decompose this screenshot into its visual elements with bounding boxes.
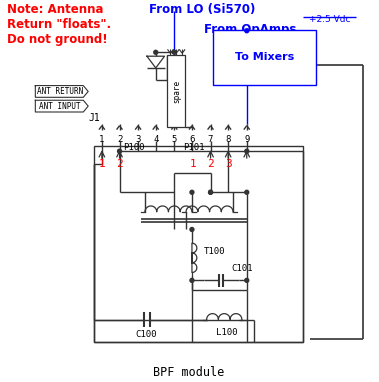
- Text: +2.5 Vdc: +2.5 Vdc: [309, 15, 351, 24]
- Circle shape: [245, 278, 249, 282]
- Text: C100: C100: [135, 330, 157, 339]
- Circle shape: [208, 190, 213, 194]
- Bar: [168, 55, 185, 127]
- Circle shape: [172, 50, 176, 54]
- Text: 3: 3: [135, 136, 141, 144]
- Circle shape: [208, 190, 213, 194]
- Text: 5: 5: [172, 136, 177, 144]
- Circle shape: [190, 278, 194, 282]
- Text: 2: 2: [117, 136, 122, 144]
- Text: 1: 1: [190, 159, 196, 169]
- Text: ANT INPUT: ANT INPUT: [39, 102, 81, 111]
- Text: ANT RETURN: ANT RETURN: [37, 87, 83, 96]
- Text: T100: T100: [204, 247, 225, 256]
- Text: BPF module: BPF module: [153, 366, 225, 379]
- Text: P100: P100: [124, 143, 145, 152]
- Text: 2: 2: [207, 159, 214, 169]
- Text: 2: 2: [116, 159, 123, 169]
- Circle shape: [245, 190, 249, 194]
- Circle shape: [245, 29, 249, 33]
- Bar: [94, 146, 302, 342]
- Text: 4: 4: [153, 136, 158, 144]
- Text: C101: C101: [231, 264, 252, 273]
- Circle shape: [245, 149, 249, 153]
- Text: 1: 1: [99, 136, 105, 144]
- Text: To Mixers: To Mixers: [235, 52, 294, 62]
- Text: J1: J1: [88, 113, 100, 123]
- Text: 9: 9: [244, 136, 249, 144]
- Text: 1: 1: [99, 159, 105, 169]
- Text: 7: 7: [208, 136, 213, 144]
- Text: spare: spare: [173, 79, 182, 102]
- Text: P101: P101: [183, 143, 205, 152]
- Text: 8: 8: [226, 136, 231, 144]
- Circle shape: [190, 190, 194, 194]
- Text: Note: Antenna
Return "floats".
Do not ground!: Note: Antenna Return "floats". Do not gr…: [7, 3, 111, 46]
- Text: 6: 6: [189, 136, 195, 144]
- Circle shape: [190, 228, 194, 231]
- Text: L100: L100: [216, 328, 238, 337]
- Text: 3: 3: [225, 159, 232, 169]
- Circle shape: [154, 50, 158, 54]
- Text: From LO (Si570): From LO (Si570): [149, 3, 255, 16]
- Text: From OpAmps: From OpAmps: [204, 23, 296, 36]
- Circle shape: [117, 149, 122, 153]
